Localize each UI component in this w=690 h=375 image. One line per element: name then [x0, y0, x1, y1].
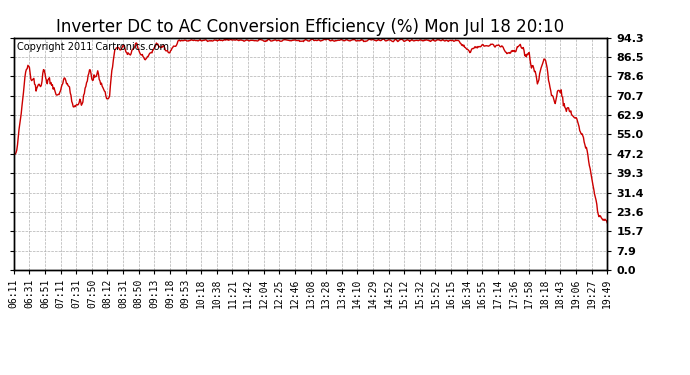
Title: Inverter DC to AC Conversion Efficiency (%) Mon Jul 18 20:10: Inverter DC to AC Conversion Efficiency … [57, 18, 564, 36]
Text: Copyright 2011 Cartronics.com: Copyright 2011 Cartronics.com [17, 42, 169, 52]
